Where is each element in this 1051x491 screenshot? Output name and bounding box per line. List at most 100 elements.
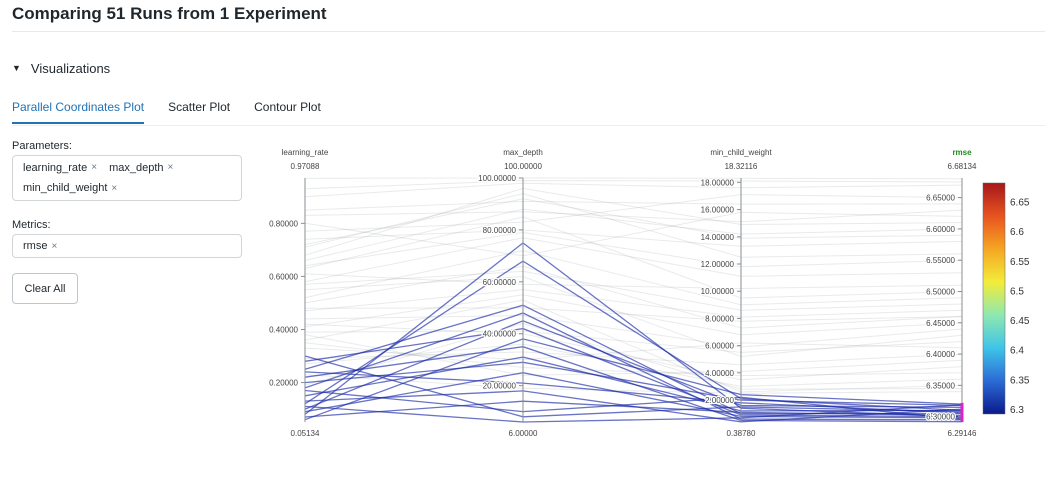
chip-label: rmse [23,240,48,252]
colorbar-tick-label: 6.5 [1010,286,1024,297]
run-line [304,334,963,376]
run-line [304,315,963,348]
axis-tick-label: 6.35000 [926,381,955,390]
run-line [304,289,963,318]
axis-title[interactable]: max_depth [503,148,543,157]
section-label: Visualizations [30,61,111,76]
run-line [304,330,963,353]
axis-tick-label: 18.00000 [701,178,735,187]
run-line [304,216,963,299]
chip-label: max_depth [109,161,164,174]
axis-tick-label: 8.00000 [705,314,734,323]
run-line [304,351,963,366]
run-line [304,307,963,322]
axis-min-label: 0.05134 [291,429,320,438]
run-line [304,180,963,190]
remove-chip-icon[interactable]: × [91,162,98,174]
axis-tick-label: 6.40000 [926,350,955,359]
axis-brush-selection[interactable] [960,402,964,422]
run-line [304,374,963,394]
run-line-selected [304,338,963,421]
clear-all-button[interactable]: Clear All [12,273,78,304]
axis-tick-label: 6.60000 [926,225,955,234]
axis-title[interactable]: min_child_weight [710,148,772,157]
run-line [304,294,963,336]
run-line [304,187,963,256]
tab-contour-plot[interactable]: Contour Plot [254,100,321,114]
run-line [304,342,963,361]
colorbar-tick-label: 6.3 [1010,405,1024,416]
run-line [304,276,963,358]
run-line [304,343,963,388]
caret-down-icon: ▼ [12,63,21,73]
run-line [304,193,963,258]
axis-min-label: 0.38780 [727,429,756,438]
remove-chip-icon[interactable]: × [167,162,174,174]
metric-chip-rmse: rmse × [19,238,61,254]
run-line [304,177,963,180]
axis-tick-label: 4.00000 [705,369,734,378]
run-line [304,265,963,329]
colorbar-tick-label: 6.35 [1010,375,1030,386]
chip-label: min_child_weight [23,182,108,195]
run-line [304,209,963,223]
remove-chip-icon[interactable]: × [111,182,118,194]
parameter-chip-learning-rate: learning_rate × [19,159,101,177]
run-line-selected [304,312,963,421]
colorbar-tick-label: 6.55 [1010,257,1030,268]
title-divider [12,31,1045,32]
run-line [304,229,963,247]
colorbar-tick-label: 6.45 [1010,316,1030,327]
axis-max-label: 100.00000 [504,162,542,171]
run-line-selected [304,400,963,418]
axis-tick-label: 80.00000 [483,226,517,235]
run-line [304,322,963,390]
axis-tick-label: 2.00000 [705,396,734,405]
axis-tick-label: 20.00000 [483,382,517,391]
run-line [304,194,963,232]
run-line [304,270,963,311]
colorbar-tick-label: 6.65 [1010,198,1030,209]
remove-chip-icon[interactable]: × [51,240,58,252]
colorbar-tick-label: 6.6 [1010,227,1024,238]
run-line [304,237,963,283]
metrics-label: Metrics: [12,219,51,231]
axis-tick-label: 12.00000 [701,260,735,269]
run-line-selected [304,242,963,418]
axis-tick-label: 6.50000 [926,287,955,296]
axis-tick-label: 0.60000 [269,272,298,281]
axis-min-label: 6.00000 [509,429,538,438]
axes: learning_rate 0.97088 0.05134 0.20000 0.4000… [268,148,977,438]
parameter-chip-min-child-weight: min_child_weight × [19,180,121,198]
axis-tick-label: 10.00000 [701,287,735,296]
run-line-selected [304,320,963,410]
axis-max-label: 0.97088 [291,162,320,171]
axis-tick-label: 6.00000 [705,342,734,351]
axis-tick-label: 0.40000 [269,325,298,334]
axis-tick-label: 14.00000 [701,233,735,242]
run-line-selected [304,372,963,419]
tab-parallel-coordinates[interactable]: Parallel Coordinates Plot [12,100,145,124]
run-line-selected [304,355,963,418]
axis-tick-label: 6.30000 [926,413,955,422]
axis-tick-label: 6.65000 [926,194,955,203]
visualizations-section-toggle[interactable]: ▼ Visualizations [12,61,110,76]
parameters-select[interactable]: learning_rate × max_depth × min_child_we… [12,155,242,201]
colorbar-tick-label: 6.4 [1010,346,1024,357]
run-line-selected [304,404,963,423]
axis-max-label: 18.32116 [725,162,758,171]
run-lines [304,177,963,423]
parameter-chip-max-depth: max_depth × [105,159,177,177]
colorbar-gradient [982,182,1006,415]
run-line [304,250,963,306]
tab-scatter-plot[interactable]: Scatter Plot [168,100,231,114]
axis-title[interactable]: rmse [952,148,972,157]
metrics-select[interactable]: rmse × [12,234,242,258]
parameters-label: Parameters: [12,140,72,152]
page-title: Comparing 51 Runs from 1 Experiment [12,4,327,23]
axis-tick-label: 0.20000 [269,379,298,388]
axis-title[interactable]: learning_rate [282,148,329,157]
run-line [304,182,963,198]
chip-label: learning_rate [23,161,88,174]
